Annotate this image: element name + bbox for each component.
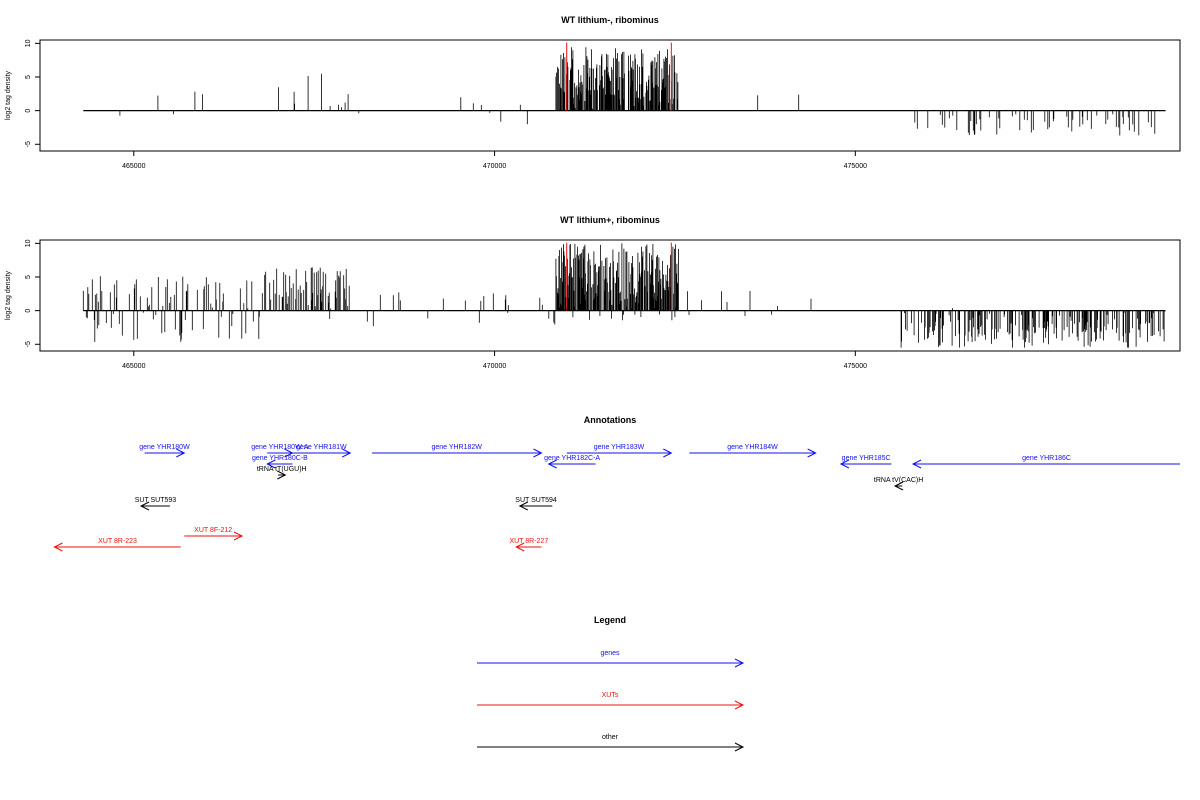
feature-label: gene YHR182W	[431, 444, 482, 451]
y-tick-label: -5	[25, 141, 32, 147]
y-tick-label: -5	[25, 341, 32, 347]
feature-label: tRNA tT(UGU)H	[257, 466, 307, 473]
y-axis-label: log2 tag density	[5, 270, 12, 320]
legend-label: other	[602, 734, 619, 741]
annotation-feature: gene YHR180C-B	[252, 455, 308, 469]
feature-label: gene YHR183W	[594, 444, 645, 451]
x-tick-label: 475000	[844, 363, 867, 370]
feature-arrowhead	[233, 531, 244, 541]
legend-panel: Legend genes XUTs other	[477, 615, 745, 752]
chart-title: WT lithium+, ribominus	[560, 215, 660, 225]
feature-arrowhead	[893, 481, 904, 491]
legend-label: XUTs	[602, 692, 619, 699]
feature-label: gene YHR180W	[139, 444, 190, 451]
annotation-feature: XUT 8R-223	[53, 538, 181, 552]
feature-label: gene YHR182C-A	[544, 455, 600, 462]
annotation-feature: XUT 8R-227	[509, 538, 548, 552]
y-tick-label: 0	[25, 309, 32, 313]
feature-label: XUT 8F-212	[194, 527, 232, 534]
feature-arrowhead	[839, 459, 850, 469]
feature-arrowhead	[663, 448, 673, 458]
annotations-title: Annotations	[584, 415, 637, 425]
feature-arrowhead	[547, 459, 557, 469]
feature-label: tRNA tV(CAC)H	[874, 477, 923, 484]
annotation-feature: XUT 8F-212	[184, 527, 244, 541]
feature-arrowhead	[342, 448, 352, 458]
annotation-feature: SUT SUT594	[515, 497, 557, 511]
x-tick-label: 465000	[122, 163, 145, 170]
legend-item: genes	[477, 650, 745, 668]
feature-arrowhead	[734, 742, 745, 752]
y-axis-label: log2 tag density	[5, 70, 12, 120]
feature-arrowhead	[807, 448, 817, 458]
track-panel-lithium-minus: WT lithium-, ribominus log2 tag density -5…	[5, 15, 1181, 170]
annotation-feature: tRNA tT(UGU)H	[257, 466, 307, 480]
y-tick-label: 10	[25, 239, 32, 247]
annotation-feature: gene YHR186C	[911, 455, 1180, 469]
legend-title: Legend	[594, 615, 626, 625]
annotation-feature: gene YHR185C	[839, 455, 892, 469]
feature-arrowhead	[53, 542, 63, 552]
x-tick-label: 470000	[483, 363, 506, 370]
feature-label: XUT 8R-223	[98, 538, 137, 545]
y-tick-label: 0	[25, 109, 32, 113]
chart-title: WT lithium-, ribominus	[561, 15, 659, 25]
x-tick-label: 470000	[483, 163, 506, 170]
feature-label: gene YHR180W-A	[251, 444, 309, 451]
annotations-panel: Annotations gene YHR180W gene YHR180W-Age…	[53, 415, 1180, 552]
annotation-feature: gene YHR184W	[689, 444, 817, 458]
feature-label: gene YHR180C-B	[252, 455, 308, 462]
annotation-feature: gene YHR183W	[566, 444, 673, 458]
x-tick-label: 475000	[844, 163, 867, 170]
x-tick-label: 465000	[122, 363, 145, 370]
plot-frame	[39, 239, 1181, 352]
annotation-feature: gene YHR180W	[139, 444, 190, 458]
feature-arrowhead	[139, 501, 150, 511]
y-tick-label: 5	[25, 275, 32, 279]
feature-arrowhead	[518, 501, 529, 511]
feature-label: XUT 8R-227	[509, 538, 548, 545]
feature-label: SUT SUT594	[515, 497, 557, 504]
feature-arrowhead	[515, 542, 525, 552]
feature-label: gene YHR181W	[296, 444, 347, 451]
annotation-feature: gene YHR181W	[292, 444, 352, 458]
feature-label: gene YHR184W	[727, 444, 778, 451]
feature-arrowhead	[734, 700, 745, 710]
annotation-feature: tRNA tV(CAC)H	[874, 477, 923, 491]
feature-arrowhead	[266, 459, 276, 469]
feature-arrowhead	[533, 448, 543, 458]
legend-label: genes	[600, 650, 620, 657]
plot-frame	[39, 39, 1181, 152]
feature-label: SUT SUT593	[135, 497, 177, 504]
feature-label: gene YHR186C	[1022, 455, 1071, 462]
track-panel-lithium-plus: WT lithium+, ribominus log2 tag density -5…	[5, 215, 1181, 370]
signal-bars	[82, 243, 1165, 348]
annotation-feature: gene YHR182C-A	[544, 455, 600, 469]
feature-arrowhead	[176, 448, 186, 458]
feature-arrowhead	[911, 459, 922, 469]
legend-item: other	[477, 734, 745, 752]
annotation-feature: gene YHR182W	[371, 444, 543, 458]
legend-item: XUTs	[477, 692, 745, 710]
feature-arrowhead	[734, 658, 745, 668]
y-tick-label: 10	[25, 39, 32, 47]
y-tick-label: 5	[25, 75, 32, 79]
annotation-feature: SUT SUT593	[135, 497, 177, 511]
feature-label: gene YHR185C	[842, 455, 891, 462]
feature-arrowhead	[277, 470, 287, 480]
signal-bars	[119, 47, 1156, 136]
